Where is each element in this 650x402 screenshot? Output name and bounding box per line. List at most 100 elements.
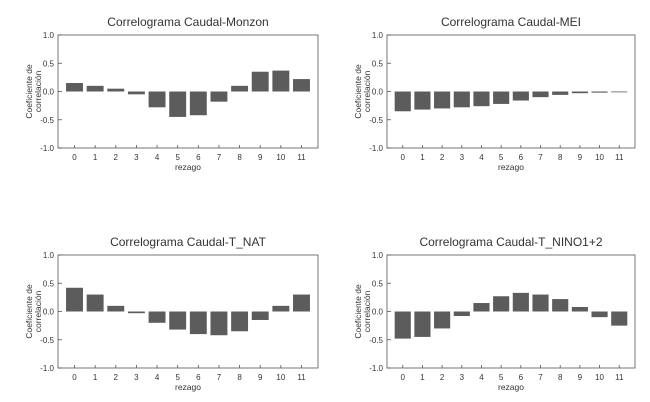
chart-panel-2: Correlograma Caudal-MEI 1.0 0.5 0.0 -0.5 -1.0…: [353, 15, 636, 172]
bar-lag-6: [189, 91, 207, 116]
y-tick-label: 1.0: [43, 251, 55, 260]
x-tick-label: 7: [538, 373, 543, 382]
bar-lag-1: [414, 91, 431, 110]
bar-lag-4: [473, 91, 490, 107]
x-tick-label: 11: [297, 373, 306, 382]
bar-lag-9: [251, 71, 269, 92]
x-tick-label: 10: [276, 373, 285, 382]
x-tick-label: 2: [440, 373, 445, 382]
x-tick-label: 8: [558, 373, 563, 382]
x-tick-label: 8: [558, 153, 563, 162]
x-tick-label: 2: [114, 153, 119, 162]
x-tick-label: 11: [615, 153, 624, 162]
bar-lag-1: [86, 85, 104, 92]
bar-lag-8: [231, 85, 249, 92]
bar-lag-1: [86, 294, 104, 312]
bar-lag-3: [127, 311, 145, 314]
chart-title: Correlograma Caudal-Monzon: [107, 15, 268, 29]
x-tick-label: 3: [134, 373, 139, 382]
x-tick-label: 10: [595, 373, 604, 382]
bar-lag-4: [473, 303, 490, 312]
x-tick-label: 7: [538, 153, 543, 162]
x-tick-label: 6: [519, 373, 524, 382]
bar-lag-7: [532, 91, 549, 98]
x-tick-label: 11: [615, 373, 624, 382]
x-tick-label: 1: [420, 153, 425, 162]
bar-lag-5: [493, 91, 510, 104]
y-tick-label: 0.5: [372, 59, 384, 68]
x-tick-label: 11: [297, 153, 306, 162]
chart-title: Correlograma Caudal-MEI: [441, 15, 581, 29]
chart-panel-1: Correlograma Caudal-Monzon 1.0 0.5 0.0 -0.5 -…: [24, 15, 319, 172]
x-tick-label: 4: [155, 373, 160, 382]
bar-lag-10: [272, 305, 290, 312]
x-tick-label: 5: [175, 373, 180, 382]
chart-panel-4: Correlograma Caudal-T_NINO1+2 1.0 0.5 0.0 -0…: [353, 235, 636, 392]
bar-lag-11: [293, 294, 310, 312]
x-axis-label: rezago: [175, 162, 201, 172]
x-tick-label: 1: [420, 373, 425, 382]
x-axis-label: rezago: [175, 382, 201, 392]
x-tick-label: 5: [175, 153, 180, 162]
y-tick-label: -1.0: [40, 364, 54, 373]
bar-lag-11: [611, 311, 628, 326]
x-axis-label: rezago: [498, 162, 524, 172]
x-tick-label: 5: [499, 153, 504, 162]
bar-lag-7: [532, 294, 549, 312]
bar-lag-7: [210, 311, 228, 336]
y-axis-label: Coeficiente decorrelación: [353, 64, 372, 119]
bar-lag-11: [293, 79, 310, 92]
x-tick-label: 1: [93, 373, 98, 382]
bar-lag-5: [169, 91, 187, 117]
bar-lag-3: [453, 91, 470, 108]
y-tick-label: -1.0: [369, 364, 383, 373]
bar-lag-10: [591, 311, 608, 318]
x-tick-label: 1: [93, 153, 98, 162]
x-tick-label: 9: [578, 153, 583, 162]
x-tick-label: 5: [499, 373, 504, 382]
bar-lag-8: [231, 311, 249, 332]
y-axis-label: Coeficiente decorrelación: [24, 64, 43, 119]
bar-lag-0: [66, 287, 83, 312]
bar-lag-6: [189, 311, 207, 335]
x-tick-label: 6: [196, 153, 201, 162]
bar-lag-1: [414, 311, 431, 337]
x-tick-label: 9: [258, 153, 263, 162]
bar-lag-3: [453, 311, 470, 317]
bar-lag-8: [552, 91, 569, 95]
x-tick-label: 10: [595, 153, 604, 162]
y-tick-label: 1.0: [372, 251, 384, 260]
x-tick-label: 4: [479, 153, 484, 162]
bar-lag-2: [434, 91, 451, 109]
bar-lag-4: [148, 91, 166, 108]
y-tick-label: 1.0: [43, 31, 55, 40]
bar-lag-0: [394, 91, 411, 112]
x-tick-label: 6: [519, 153, 524, 162]
x-tick-label: 0: [401, 153, 406, 162]
bar-lag-2: [107, 305, 125, 312]
y-tick-label: 0.0: [43, 88, 55, 97]
bar-lag-8: [552, 299, 569, 312]
bar-lag-2: [434, 311, 451, 329]
bar-lag-5: [169, 311, 187, 330]
bar-lag-2: [107, 88, 125, 92]
x-axis-label: rezago: [498, 382, 524, 392]
x-tick-label: 0: [401, 373, 406, 382]
y-tick-label: 0.0: [372, 308, 384, 317]
bar-lag-3: [127, 91, 145, 95]
bar-lag-10: [272, 70, 290, 92]
x-tick-label: 8: [237, 373, 242, 382]
x-tick-label: 2: [440, 153, 445, 162]
bar-lag-9: [571, 306, 588, 312]
y-tick-label: 0.5: [43, 59, 55, 68]
y-tick-label: 0.0: [372, 88, 384, 97]
x-tick-label: 3: [460, 153, 465, 162]
y-tick-label: 0.5: [43, 279, 55, 288]
bar-lag-6: [512, 91, 529, 101]
x-tick-label: 7: [217, 153, 222, 162]
x-tick-label: 7: [217, 373, 222, 382]
x-tick-label: 3: [134, 153, 139, 162]
y-tick-label: 1.0: [372, 31, 384, 40]
x-tick-label: 10: [276, 153, 285, 162]
y-tick-label: -0.5: [369, 116, 383, 125]
